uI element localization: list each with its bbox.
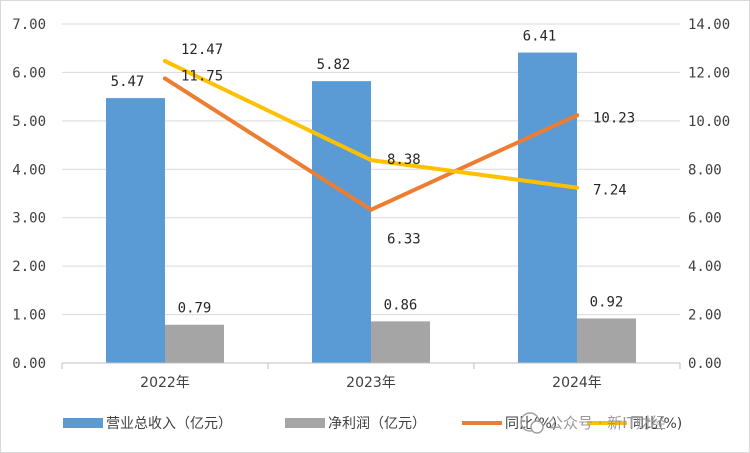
bar-data-label: 0.86 — [384, 297, 418, 313]
y-right-tick-label: 2.00 — [688, 308, 722, 324]
line-data-label: 12.47 — [181, 42, 223, 58]
y-left-tick-label: 0.00 — [12, 356, 46, 372]
line-data-label: 8.38 — [387, 152, 421, 168]
y-right-tick-label: 4.00 — [688, 259, 722, 275]
line-point — [163, 59, 167, 64]
y-left-tick-label: 4.00 — [12, 162, 46, 178]
line-data-label: 10.23 — [593, 110, 635, 126]
bar — [312, 81, 371, 363]
x-tick-label: 2023年 — [346, 375, 396, 391]
bar-data-label: 0.79 — [178, 301, 212, 317]
legend-label: 同比(%) — [630, 416, 682, 432]
watermark-text: 公众号 · 新IT财经 — [548, 414, 666, 432]
axes: 0.00 1.00 2.00 3.00 4.00 5.00 6.00 7.00 0.00 2.00… — [12, 17, 730, 391]
y-right-tick-label: 12.00 — [688, 65, 730, 81]
x-tick-label: 2024年 — [552, 375, 602, 391]
line-point — [575, 185, 579, 190]
bar-data-label: 5.47 — [111, 74, 145, 90]
line-point — [369, 158, 373, 163]
y-left-tick-label: 5.00 — [12, 114, 46, 130]
y-right-tick-label: 8.00 — [688, 162, 722, 178]
y-right-tick-label: 6.00 — [688, 211, 722, 227]
bar — [165, 324, 224, 363]
y-right-tick-label: 10.00 — [688, 114, 730, 130]
lines — [163, 59, 579, 212]
x-tick-label: 2022年 — [140, 375, 190, 391]
line-point — [369, 207, 373, 212]
bars — [106, 52, 636, 364]
bar — [518, 52, 577, 364]
y-left-tick-label: 7.00 — [12, 17, 46, 33]
y-left-tick-label: 6.00 — [12, 65, 46, 81]
legend-label: 净利润（亿元） — [328, 416, 426, 432]
bar-data-label: 0.92 — [590, 294, 624, 310]
line-point — [575, 113, 579, 118]
legend-swatch — [285, 418, 325, 428]
watermark: 公众号 · 新IT财经 — [520, 412, 666, 434]
bar-data-label: 6.41 — [523, 29, 557, 45]
line-data-label: 11.75 — [181, 68, 223, 84]
wechat-logo-icon-inner — [530, 420, 544, 434]
y-left-tick-label: 1.00 — [12, 308, 46, 324]
line-data-label: 7.24 — [593, 183, 627, 199]
data-labels: 5.47 5.82 6.41 0.79 0.86 0.92 11.75 6.33 10.23 12… — [111, 29, 636, 317]
y-left-tick-label: 2.00 — [12, 259, 46, 275]
bar — [577, 318, 636, 363]
bar — [371, 321, 430, 363]
legend-label: 营业总收入（亿元） — [106, 416, 232, 432]
y-right-tick-label: 14.00 — [688, 17, 730, 33]
legend-swatch — [63, 418, 103, 428]
bar — [106, 98, 165, 364]
bar-data-label: 5.82 — [317, 57, 351, 73]
y-left-tick-label: 3.00 — [12, 211, 46, 227]
line-point — [163, 76, 167, 81]
line-data-label: 6.33 — [387, 232, 421, 248]
y-right-tick-label: 0.00 — [688, 356, 722, 372]
